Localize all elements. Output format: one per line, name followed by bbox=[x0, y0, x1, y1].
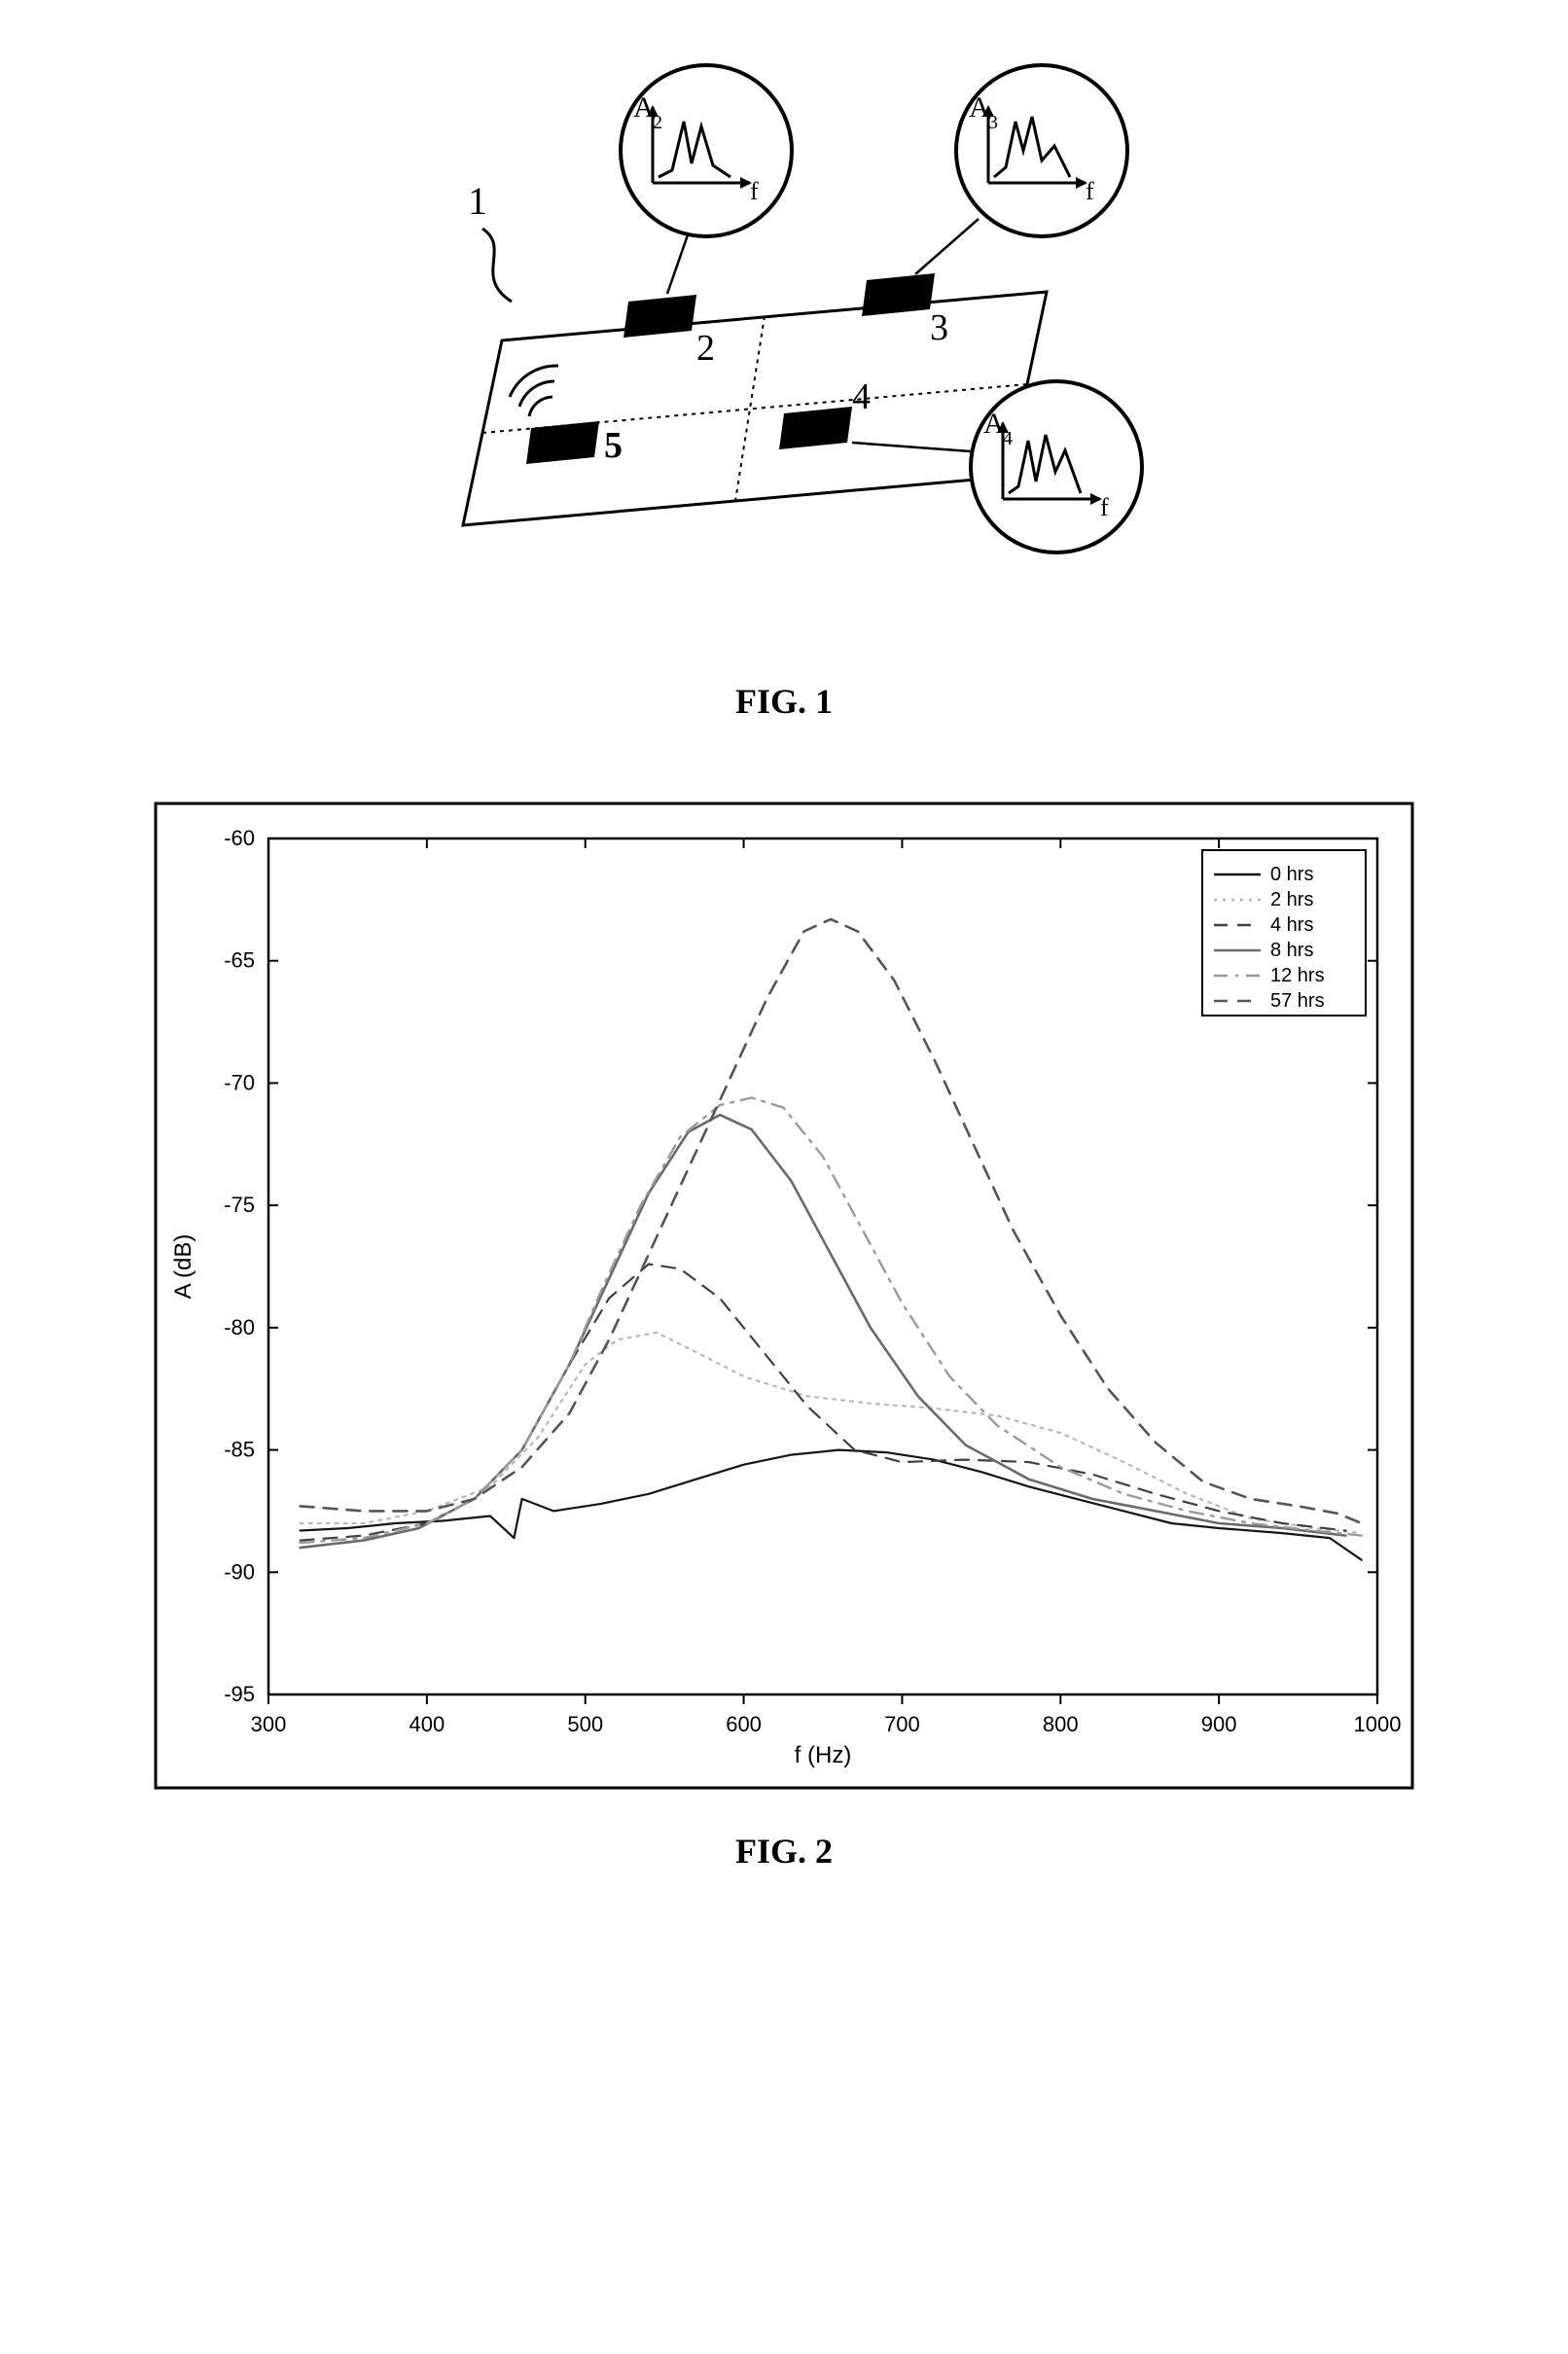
xtick-label: 400 bbox=[409, 1712, 445, 1736]
xtick-label: 800 bbox=[1043, 1712, 1079, 1736]
sensor-2-label: 2 bbox=[696, 328, 715, 369]
xlabel: f (Hz) bbox=[795, 1742, 852, 1768]
xtick-label: 500 bbox=[567, 1712, 603, 1736]
xtick-label: 1000 bbox=[1354, 1712, 1402, 1736]
board bbox=[463, 292, 1047, 525]
xtick-label: 900 bbox=[1201, 1712, 1237, 1736]
ytick-label: -70 bbox=[224, 1070, 255, 1094]
exciter-5-label: 5 bbox=[604, 425, 623, 466]
a2-xlabel: f bbox=[750, 177, 759, 205]
ytick-label: -75 bbox=[224, 1193, 255, 1217]
a4-ylabel: A bbox=[983, 408, 1005, 440]
fig2-svg: 300 400 500 600 700 800 900 1000 -95 -90 -85 -80 -75… bbox=[152, 800, 1416, 1792]
a3-ylabel: A bbox=[969, 91, 990, 124]
ytick-label: -85 bbox=[224, 1438, 255, 1462]
a3-sub: 3 bbox=[988, 112, 998, 133]
legend-label: 57 hrs bbox=[1270, 990, 1325, 1012]
ytick-label: -60 bbox=[224, 826, 255, 850]
ylabel: A (dB) bbox=[170, 1234, 196, 1300]
a4-sub: 4 bbox=[1003, 428, 1013, 449]
ytick-label: -80 bbox=[224, 1315, 255, 1339]
xtick-label: 600 bbox=[726, 1712, 762, 1736]
signal-bubble-a3: A 3 f bbox=[915, 65, 1127, 274]
a4-xlabel: f bbox=[1100, 493, 1109, 521]
a2-sub: 2 bbox=[653, 112, 662, 133]
legend-label: 0 hrs bbox=[1270, 864, 1313, 885]
legend-label: 2 hrs bbox=[1270, 889, 1313, 910]
ytick-label: -95 bbox=[224, 1682, 255, 1706]
board-label-text: 1 bbox=[468, 179, 487, 223]
a3-xlabel: f bbox=[1086, 177, 1094, 205]
sensor-4-label: 4 bbox=[852, 376, 871, 417]
signal-bubble-a2: A 2 f bbox=[621, 65, 792, 294]
figure-1: 1 2 3 4 5 bbox=[78, 39, 1490, 800]
board-label bbox=[482, 229, 512, 302]
legend-label: 4 hrs bbox=[1270, 914, 1313, 936]
fig1-svg: 1 2 3 4 5 bbox=[307, 39, 1261, 642]
xtick-label: 700 bbox=[884, 1712, 920, 1736]
legend-label: 8 hrs bbox=[1270, 940, 1313, 961]
a2-ylabel: A bbox=[633, 91, 655, 124]
figure-2: 300 400 500 600 700 800 900 1000 -95 -90 -85 -80 -75… bbox=[78, 800, 1490, 1949]
fig1-caption: FIG. 1 bbox=[735, 681, 833, 722]
ytick-label: -90 bbox=[224, 1559, 255, 1584]
ytick-label: -65 bbox=[224, 948, 255, 973]
xtick-label: 300 bbox=[251, 1712, 287, 1736]
sensor-3-label: 3 bbox=[930, 307, 948, 348]
legend-label: 12 hrs bbox=[1270, 965, 1325, 986]
fig2-caption: FIG. 2 bbox=[735, 1831, 833, 1872]
